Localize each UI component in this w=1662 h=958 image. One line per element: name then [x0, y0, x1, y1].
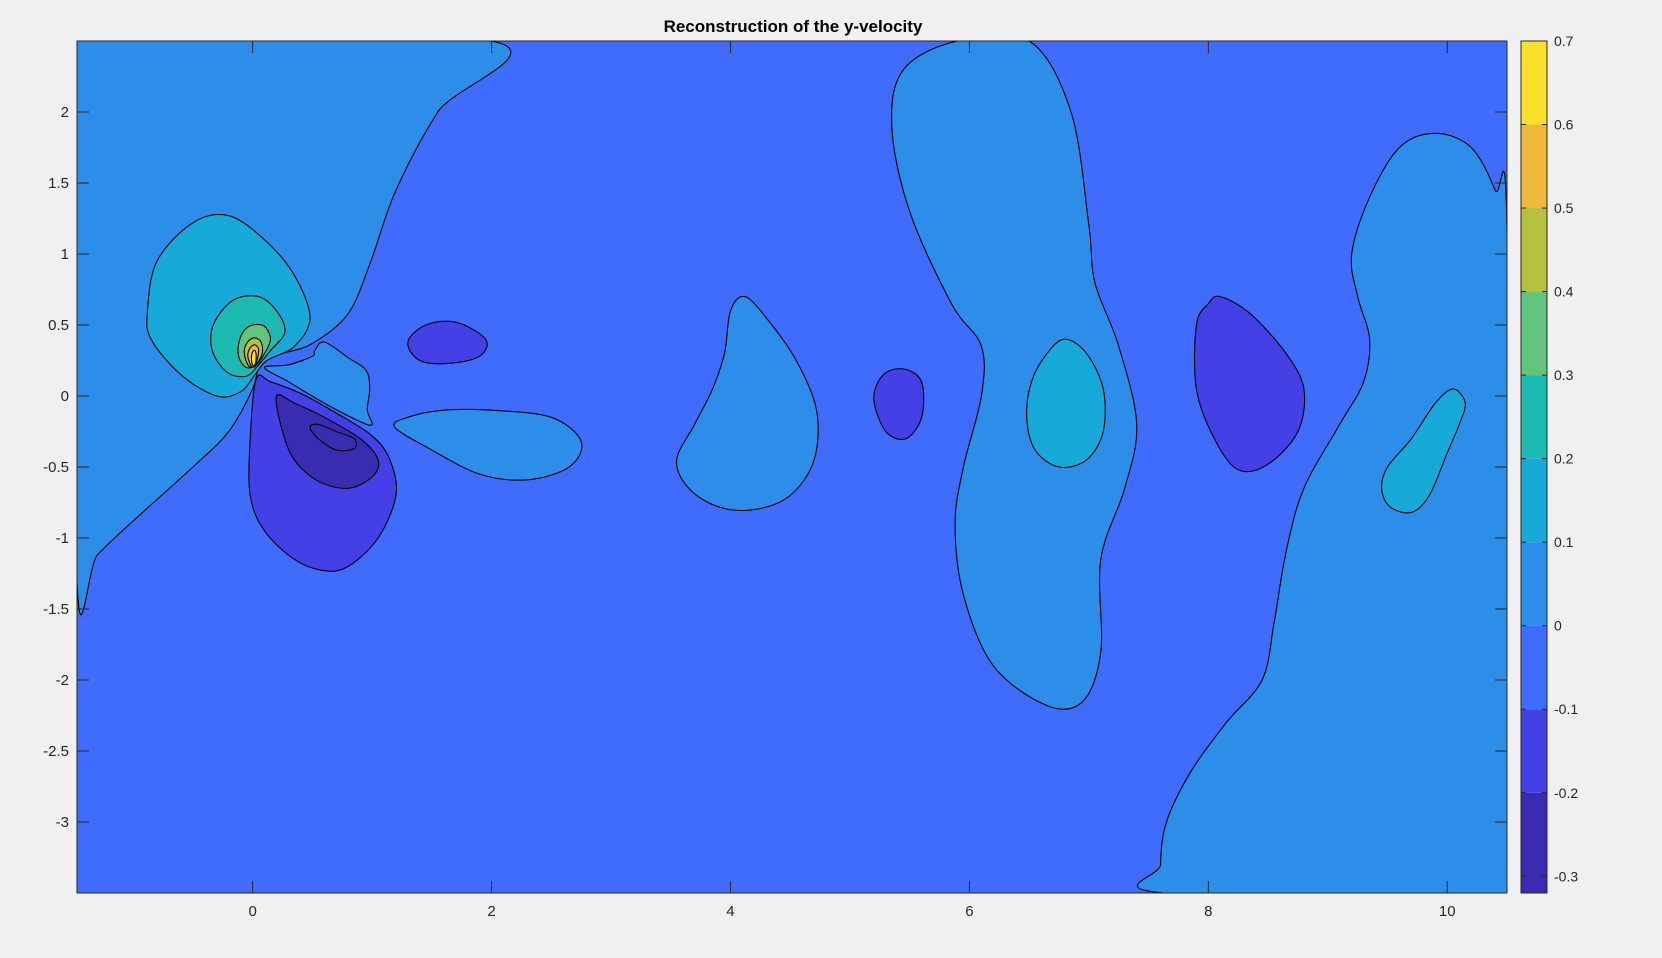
colorbar-ticks: 0.7 0.6 0.5 0.4 0.3 0.2 0.1 0 -0.1 -0.2 -0.3	[1521, 33, 1578, 884]
y-tick-label: -2.5	[43, 743, 69, 760]
contour-region-17	[1193, 295, 1306, 473]
contour-region-12	[393, 408, 583, 481]
colorbar-band	[1521, 792, 1547, 893]
x-tick-label: 10	[1439, 903, 1456, 920]
contour-region-15	[891, 41, 1138, 710]
x-axis: 0 2 4 6 8 10	[248, 41, 1456, 920]
colorbar-band	[1521, 124, 1547, 209]
contour-region-13	[676, 295, 819, 512]
colorbar-band	[1521, 542, 1547, 626]
y-tick-label: 2	[61, 104, 69, 121]
x-tick-label: 8	[1204, 903, 1212, 920]
y-tick-label: -0.5	[43, 459, 69, 476]
x-tick-label: 2	[487, 903, 495, 920]
contour-region-11	[407, 320, 488, 365]
y-tick-label: 0	[61, 388, 69, 405]
contour-region-7	[250, 349, 257, 367]
colorbar-tick-label: 0.6	[1554, 117, 1574, 133]
colorbar-tick-label: 0.7	[1554, 33, 1574, 49]
colorbar-band	[1521, 625, 1547, 710]
colorbar-frame	[1520, 40, 1548, 894]
colorbar-band	[1521, 291, 1547, 376]
y-tick-label: 1	[61, 246, 69, 263]
colorbar-band	[1521, 208, 1547, 292]
colorbar-tick-label: 0.4	[1554, 284, 1574, 300]
x-tick-label: 0	[248, 903, 256, 920]
contour-regions	[77, 41, 1507, 893]
chart-title: Reconstruction of the y-velocity	[664, 17, 923, 36]
colorbar-tick-label: 0.3	[1554, 367, 1574, 383]
colorbar-tick-label: 0.5	[1554, 200, 1574, 216]
y-tick-label: -1.5	[43, 601, 69, 618]
colorbar-band	[1521, 41, 1547, 125]
colorbar-band	[1521, 458, 1547, 543]
y-tick-label: -3	[56, 814, 69, 831]
y-tick-label: -1	[56, 530, 69, 547]
contour-region-1	[264, 341, 373, 426]
colorbar: 0.7 0.6 0.5 0.4 0.3 0.2 0.1 0 -0.1 -0.2 -0.3	[1520, 33, 1578, 894]
contour-region-14	[873, 368, 925, 440]
x-tick-label: 4	[726, 903, 734, 920]
x-tick-label: 6	[965, 903, 973, 920]
contour-region-18	[1136, 132, 1507, 893]
y-axis: 2 1.5 1 0.5 0 -0.5 -1 -1.5 -2 -2.5 -3	[43, 104, 1507, 831]
colorbar-bands	[1521, 41, 1547, 893]
colorbar-band	[1521, 375, 1547, 459]
contour-region-16	[1026, 338, 1106, 468]
colorbar-band	[1521, 709, 1547, 793]
y-tick-label: 1.5	[48, 175, 69, 192]
colorbar-tick-label: -0.3	[1554, 868, 1578, 884]
colorbar-tick-label: -0.1	[1554, 701, 1578, 717]
colorbar-tick-label: 0.1	[1554, 534, 1574, 550]
contour-region-19	[1380, 388, 1466, 514]
colorbar-tick-label: 0	[1554, 618, 1562, 634]
y-tick-label: -2	[56, 672, 69, 689]
colorbar-tick-label: 0.2	[1554, 451, 1574, 467]
plot-area: 0 2 4 6 8 10 2 1.5 1 0.5 0 -0.5 -1 -1.5 -2 -2.5 -3	[43, 40, 1508, 920]
y-tick-label: 0.5	[48, 317, 69, 334]
colorbar-tick-label: -0.2	[1554, 785, 1578, 801]
contour-region-10	[309, 423, 357, 452]
